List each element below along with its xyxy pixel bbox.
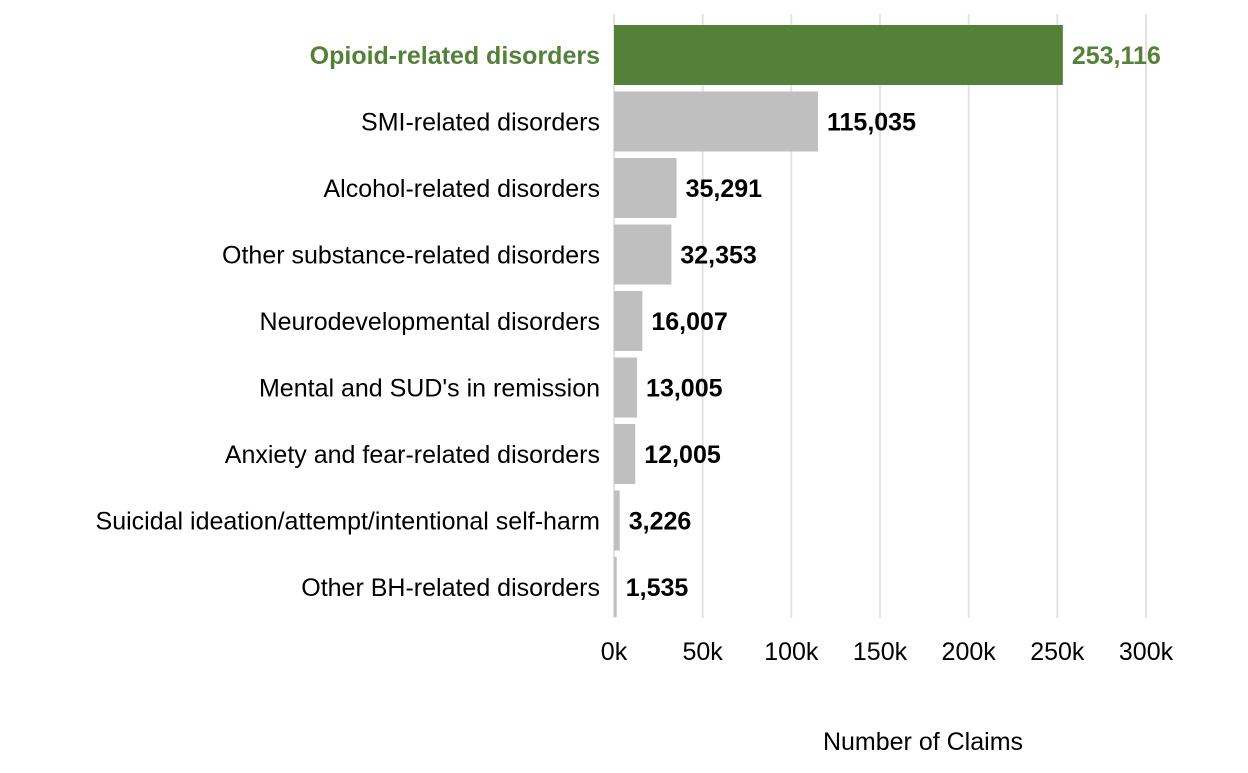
- category-label: SMI-related disorders: [361, 109, 600, 137]
- x-tick-label: 0k: [601, 638, 628, 666]
- category-label: Neurodevelopmental disorders: [260, 308, 600, 336]
- data-label: 12,005: [644, 441, 721, 469]
- bar: [614, 357, 638, 418]
- label-layer: Opioid-related disorders 253,116 SMI-relat…: [96, 42, 1161, 602]
- category-label: Anxiety and fear-related disorders: [225, 441, 600, 469]
- x-tick-label: 200k: [942, 638, 997, 666]
- data-label: 35,291: [686, 175, 763, 203]
- data-label: 1,535: [626, 574, 689, 602]
- category-label: Mental and SUD's in remission: [259, 375, 600, 403]
- category-label: Suicidal ideation/attempt/intentional se…: [96, 508, 600, 536]
- category-label: Opioid-related disorders: [310, 42, 600, 70]
- bar-layer: [614, 25, 1063, 617]
- bar: [614, 291, 643, 351]
- bar: [614, 224, 672, 285]
- bar: [614, 25, 1063, 85]
- bar: [614, 490, 620, 551]
- data-label: 32,353: [680, 242, 756, 270]
- data-label: 3,226: [629, 508, 692, 536]
- bar: [614, 424, 636, 484]
- x-tick-label: 50k: [683, 638, 724, 666]
- data-label: 253,116: [1072, 42, 1161, 70]
- bar: [614, 91, 818, 152]
- bar: [614, 158, 677, 218]
- x-tick-label: 150k: [853, 638, 908, 666]
- tick-layer: 0k 50k 100k 150k 200k 250k 300k: [601, 638, 1174, 666]
- category-label: Other substance-related disorders: [222, 242, 600, 270]
- x-tick-label: 250k: [1030, 638, 1085, 666]
- x-tick-label: 300k: [1119, 638, 1174, 666]
- x-tick-label: 100k: [764, 638, 819, 666]
- data-label: 115,035: [827, 109, 916, 137]
- category-label: Alcohol-related disorders: [323, 175, 600, 203]
- data-label: 16,007: [651, 308, 727, 336]
- x-axis-title: Number of Claims: [823, 728, 1023, 756]
- category-label: Other BH-related disorders: [301, 574, 600, 602]
- data-label: 13,005: [646, 375, 723, 403]
- bar: [614, 557, 617, 617]
